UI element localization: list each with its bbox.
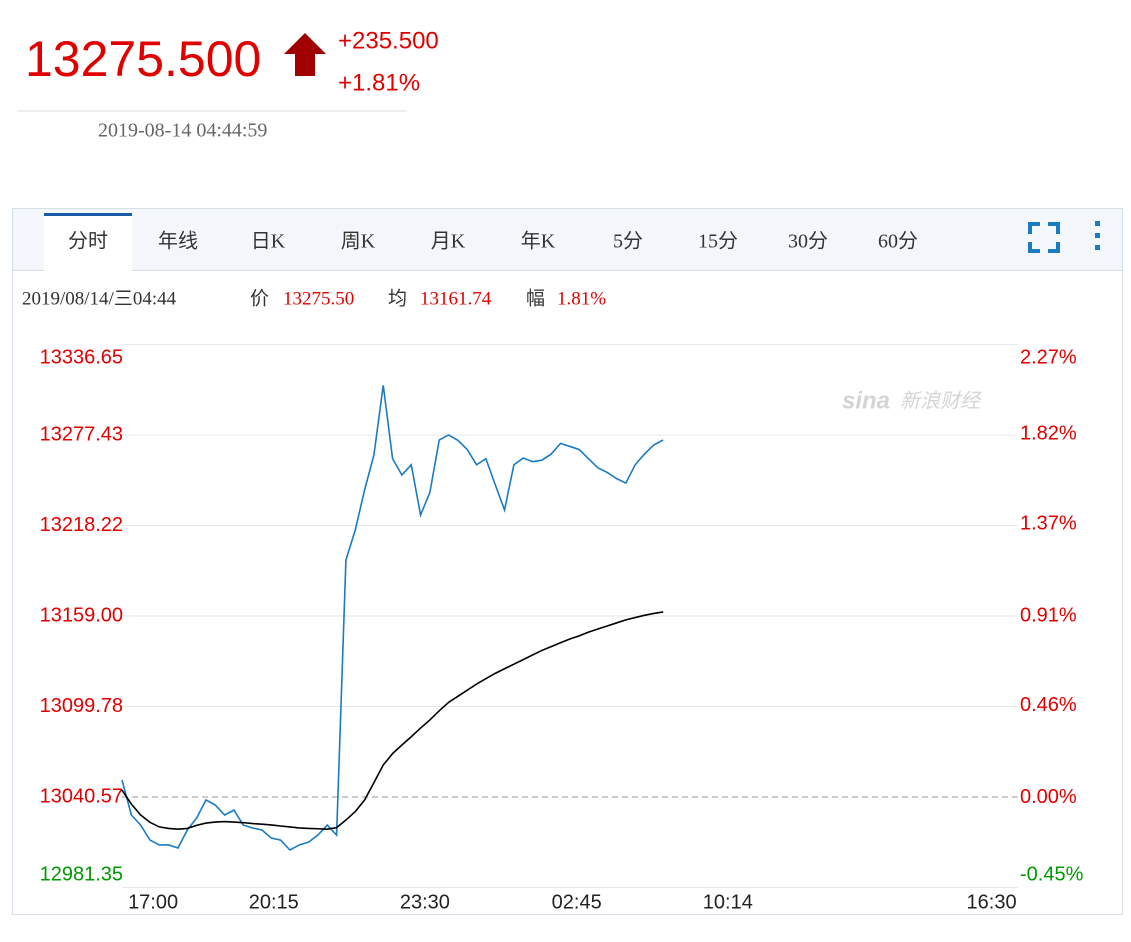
tab[interactable]: 年K: [521, 230, 556, 253]
info-range: 1.81%: [557, 288, 606, 309]
tab[interactable]: 周K: [341, 231, 376, 253]
y-tick-label: 12981.35: [40, 863, 123, 885]
active-tab-bg: [44, 215, 132, 271]
tab-label: 月K: [431, 231, 466, 253]
y-tick-label: 13159.00: [40, 604, 123, 626]
x-tick-label: 16:30: [967, 891, 1017, 913]
price-line: [121, 611, 664, 831]
info-price-label: 价: [250, 288, 269, 309]
tab-label: 周K: [341, 231, 376, 253]
watermark-logo: sina: [842, 387, 890, 414]
y-tick-label: 13336.65: [40, 346, 123, 368]
fullscreen-icon[interactable]: [1028, 222, 1060, 253]
chart-panel: [12, 208, 1123, 915]
info-range-label: 幅: [526, 287, 545, 309]
x-tick-label: 02:45: [552, 891, 602, 913]
tab-label: 15分: [698, 230, 738, 253]
up-arrow-icon: [284, 33, 326, 76]
info-price: 13275.50: [283, 288, 354, 309]
price-change: +235.500: [338, 27, 439, 54]
watermark-text: 新浪财经: [900, 390, 982, 412]
tab[interactable]: 15分: [698, 230, 738, 253]
y-tick-label: 13277.43: [40, 423, 123, 445]
x-tick-label: 10:14: [703, 891, 753, 913]
tab[interactable]: 年线: [158, 230, 198, 253]
tab-label: 日K: [251, 231, 286, 253]
fullscreen-glyph: [1028, 222, 1060, 253]
dot: [1095, 221, 1100, 226]
tabs: 分时 年线 日K 周K 月K 年K 5分 15分 30分 60分: [44, 213, 918, 271]
dot: [1095, 233, 1100, 238]
info-avg: 13161.74: [420, 288, 492, 309]
x-tick-label: 20:15: [249, 891, 299, 913]
price-line: [121, 385, 664, 851]
y-tick-label: 13218.22: [40, 514, 123, 536]
tab-label: 年K: [521, 230, 556, 253]
price: 13275.500: [25, 31, 261, 87]
y2-tick-label: 2.27%: [1020, 346, 1077, 368]
y2-tick-label: 1.37%: [1020, 513, 1077, 535]
info-datetime: 2019/08/14/三04:44: [22, 288, 177, 309]
x-tick-label: 17:00: [128, 891, 178, 913]
tab-label: 60分: [878, 230, 918, 253]
tab-bar: [13, 209, 1122, 270]
timestamp: 2019-08-14 04:44:59: [98, 120, 267, 142]
tab-label: 5分: [613, 230, 643, 253]
tab-label: 30分: [788, 230, 828, 253]
tab[interactable]: 月K: [431, 231, 466, 253]
y2-tick-label: 0.46%: [1020, 694, 1077, 716]
tab[interactable]: 30分: [788, 230, 828, 253]
tab[interactable]: 5分: [613, 230, 643, 253]
dot: [1095, 245, 1100, 250]
x-tick-label: 23:30: [400, 891, 450, 913]
y2-tick-label: 0.00%: [1020, 786, 1077, 808]
price-change-percent: +1.81%: [338, 69, 420, 96]
active-tab-indicator: [44, 213, 132, 216]
y2-tick-label: 1.82%: [1020, 423, 1077, 445]
y-tick-label: 13099.78: [40, 695, 123, 717]
y2-tick-label: 0.91%: [1020, 604, 1077, 626]
more-menu[interactable]: [1095, 221, 1100, 250]
tab[interactable]: 60分: [878, 230, 918, 253]
chart: 12981.35 13040.57 13099.78 13159.00 13218.22…: [40, 344, 1084, 913]
y-tick-label: 13040.57: [40, 785, 123, 807]
tab[interactable]: 分时: [44, 213, 132, 271]
info-avg-label: 均: [388, 287, 407, 309]
tab[interactable]: 日K: [251, 231, 286, 253]
tab-label: 分时: [68, 230, 108, 253]
y2-tick-label: -0.45%: [1020, 863, 1084, 885]
tab-label: 年线: [158, 230, 198, 253]
